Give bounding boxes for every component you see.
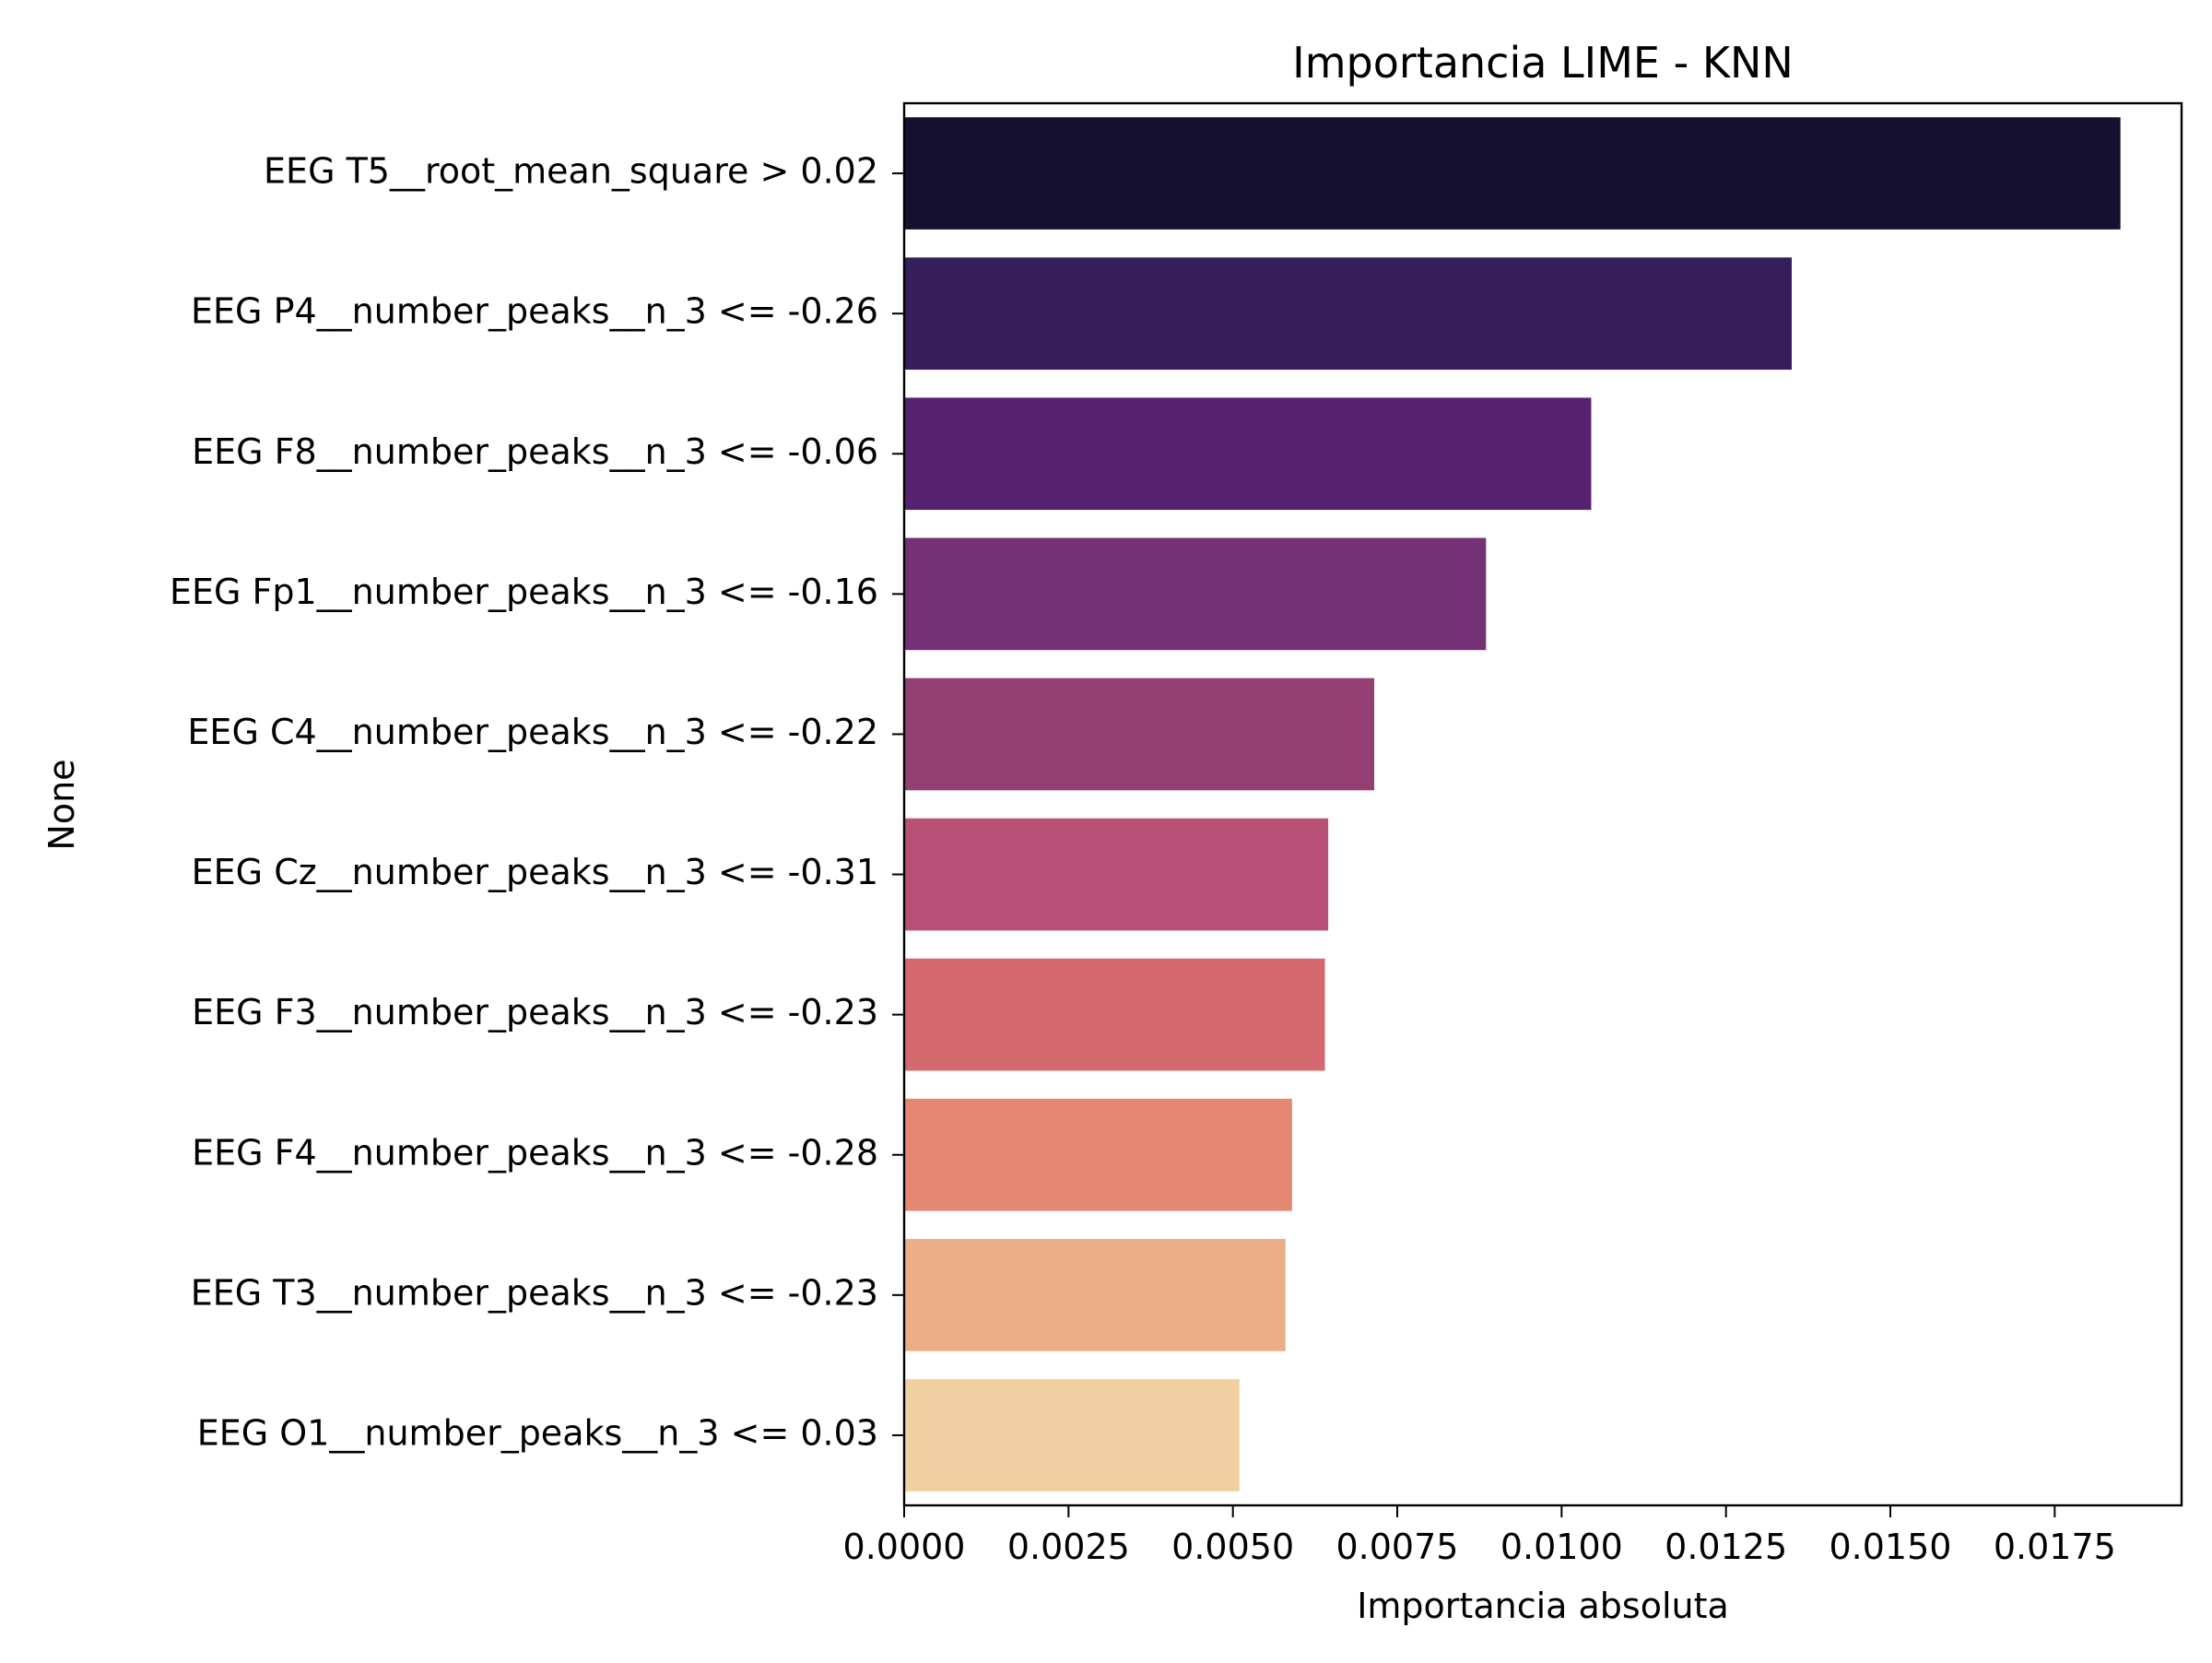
y-tick-label: EEG O1__number_peaks__n_3 <= 0.03 [197, 1412, 878, 1453]
x-tick-label: 0.0125 [1665, 1527, 1787, 1567]
chart-title: Importancia LIME - KNN [1292, 38, 1794, 88]
bar-1 [904, 257, 1792, 370]
x-tick-label: 0.0175 [1994, 1527, 2116, 1567]
bar-5 [904, 818, 1329, 931]
y-tick-label: EEG P4__number_peaks__n_3 <= -0.26 [191, 291, 878, 332]
y-tick-label: EEG Cz__number_peaks__n_3 <= -0.31 [192, 852, 878, 892]
bar-8 [904, 1239, 1286, 1351]
y-tick-label: EEG T5__root_mean_square > 0.02 [264, 151, 878, 192]
y-tick-label: EEG Fp1__number_peaks__n_3 <= -0.16 [170, 572, 878, 612]
x-axis-label: Importancia absoluta [1357, 1586, 1729, 1626]
y-tick-label: EEG F8__number_peaks__n_3 <= -0.06 [192, 431, 878, 472]
x-tick-label: 0.0075 [1336, 1527, 1459, 1567]
x-tick-label: 0.0000 [843, 1527, 966, 1567]
bar-3 [904, 537, 1487, 651]
y-tick-label: EEG F3__number_peaks__n_3 <= -0.23 [192, 992, 878, 1032]
y-tick-layer: EEG T5__root_mean_square > 0.02 EEG P4__n… [170, 151, 904, 1453]
y-axis-label: None [41, 759, 82, 850]
bar-4 [904, 678, 1375, 791]
y-tick-label: EEG F4__number_peaks__n_3 <= -0.28 [192, 1132, 878, 1173]
bars-layer [904, 117, 2121, 1492]
plot-frame [902, 101, 2183, 1507]
x-tick-label: 0.0100 [1500, 1527, 1623, 1567]
x-tick-label: 0.0150 [1830, 1527, 1952, 1567]
bar-7 [904, 1098, 1292, 1211]
bar-9 [904, 1379, 1240, 1492]
x-tick-label: 0.0050 [1171, 1527, 1294, 1567]
x-tick-layer: 0.0000 0.0025 0.0050 0.0075 0.0100 0.0125 0.01… [843, 1505, 2116, 1567]
y-tick-label: EEG C4__number_peaks__n_3 <= -0.22 [187, 712, 878, 752]
bar-0 [904, 117, 2121, 230]
bar-6 [904, 958, 1325, 1071]
bar-2 [904, 397, 1592, 511]
x-tick-label: 0.0025 [1007, 1527, 1130, 1567]
y-tick-label: EEG T3__number_peaks__n_3 <= -0.23 [191, 1272, 878, 1313]
